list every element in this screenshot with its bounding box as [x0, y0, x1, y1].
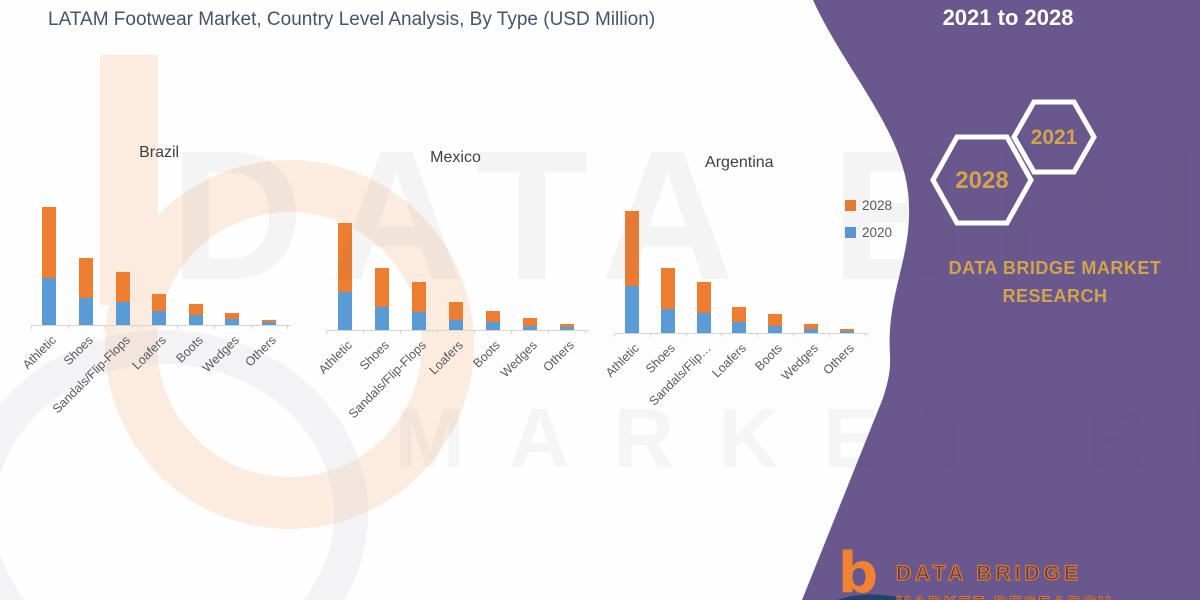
bar-segment-2020-athletic [624, 286, 639, 333]
bar-segment-2020-athletic [42, 278, 57, 325]
bar-segment-2028-sandals-flip-flops [115, 272, 130, 302]
brand-name-line2: RESEARCH [1002, 285, 1108, 306]
bar-segment-2020-wedges [225, 319, 240, 325]
x-axis-line [326, 330, 589, 331]
bar-segment-2028-boots [485, 311, 500, 322]
bar-segment-2020-sandals-flip-flops [115, 302, 130, 325]
x-axis-tick [828, 333, 830, 337]
legend-label: 2020 [862, 225, 893, 240]
bar-segment-2028-shoes [374, 268, 389, 307]
x-axis-tick [31, 325, 32, 329]
x-axis-tick [140, 325, 142, 329]
x-axis-tick [437, 330, 438, 334]
x-axis-tick [67, 325, 69, 329]
year-hexagons: 2021 2028 [930, 99, 1097, 226]
bar-segment-2028-loafers [732, 307, 747, 322]
chart-title: Mexico [430, 149, 481, 166]
chart-title: Argentina [705, 154, 774, 171]
brand-b-icon: b [838, 541, 879, 600]
bar-segment-2020-wedges [803, 329, 818, 333]
x-axis-tick [511, 330, 512, 334]
chart-title: Brazil [139, 144, 180, 161]
bar-segment-2028-athletic [624, 211, 639, 286]
x-axis-tick [548, 330, 549, 334]
bar-segment-2028-sandals-flip-flops [411, 282, 426, 312]
x-axis-line [614, 333, 869, 334]
bar-segment-2028-others [261, 320, 276, 322]
bar-segment-2020-shoes [78, 298, 93, 325]
hexagon-2028-label: 2028 [955, 167, 1008, 194]
x-axis-tick [864, 333, 866, 337]
legend-swatch-icon [845, 200, 856, 211]
bar-segment-2020-loafers [448, 320, 463, 330]
x-axis-tick [363, 330, 364, 334]
page-title: LATAM Footwear Market, Country Level Ana… [48, 9, 656, 30]
x-axis-tick [104, 325, 106, 329]
logo-swoosh-icon [836, 594, 911, 600]
legend-swatch-icon [845, 227, 856, 238]
footer-logo: b DATA BRIDGE MARKET RESEARCH [836, 541, 1168, 600]
footer-logo-line1: DATA BRIDGE [895, 561, 1082, 585]
bar-segment-2028-loafers [448, 302, 463, 320]
bar-segment-2020-others [261, 322, 276, 325]
x-axis-tick [214, 325, 215, 329]
hexagon-2021-label: 2021 [1031, 126, 1078, 149]
x-axis-line [31, 325, 292, 326]
chart-legend: 2028 2020 [845, 198, 892, 252]
bar-segment-2028-shoes [78, 258, 93, 298]
bar-segment-2028-others [559, 324, 574, 327]
x-axis-tick [474, 330, 475, 334]
bar-segment-2020-loafers [732, 322, 747, 333]
x-axis-tick [793, 333, 794, 337]
forecast-period: 2021 to 2028 [942, 5, 1074, 30]
bar-segment-2020-others [839, 331, 854, 333]
legend-item-2028: 2028 [845, 198, 892, 213]
bar-segment-2028-athletic [42, 207, 57, 278]
x-axis-tick [614, 333, 615, 337]
bar-segment-2028-athletic [337, 223, 352, 292]
bar-segment-2020-shoes [374, 307, 389, 330]
x-axis-tick [287, 325, 289, 329]
bar-segment-2028-sandals-flip- [696, 282, 711, 313]
bar-segment-2028-boots [188, 304, 203, 315]
x-axis-tick [585, 330, 586, 334]
bar-segment-2028-wedges [522, 318, 537, 326]
brand-name-block: DATA BRIDGE MARKET RESEARCH [940, 255, 1170, 311]
x-axis-tick [649, 333, 651, 337]
bar-segment-2028-loafers [152, 294, 167, 311]
bar-segment-2028-wedges [225, 313, 240, 319]
bar-segment-2020-boots [188, 315, 203, 325]
bar-segment-2020-others [559, 327, 574, 330]
bar-segment-2028-boots [768, 314, 783, 326]
bar-segment-2020-boots [768, 326, 783, 333]
x-axis-tick [326, 330, 327, 334]
hexagon-2021 [1011, 99, 1097, 175]
x-axis-tick [685, 333, 687, 337]
hexagon-2028 [930, 134, 1034, 226]
bar-segment-2020-boots [485, 322, 500, 330]
x-axis-tick [757, 333, 759, 337]
brand-name-line1: DATA BRIDGE MARKET [948, 258, 1162, 278]
bar-segment-2028-others [839, 329, 854, 331]
bar-segment-2020-sandals-flip- [696, 313, 711, 333]
footer-logo-line2: MARKET RESEARCH [896, 593, 1114, 600]
legend-item-2020: 2020 [845, 225, 892, 240]
bar-segment-2028-shoes [660, 268, 675, 309]
bar-segment-2020-loafers [152, 311, 167, 325]
x-axis-tick [400, 330, 401, 334]
x-axis-tick [721, 333, 723, 337]
x-axis-tick [177, 325, 179, 329]
bar-segment-2020-wedges [522, 326, 537, 330]
legend-label: 2028 [862, 198, 893, 213]
x-axis-tick [250, 325, 252, 329]
bar-segment-2028-wedges [803, 324, 818, 329]
bar-segment-2020-shoes [660, 309, 675, 333]
bar-segment-2020-athletic [337, 292, 352, 330]
bar-segment-2020-sandals-flip-flops [411, 312, 426, 330]
